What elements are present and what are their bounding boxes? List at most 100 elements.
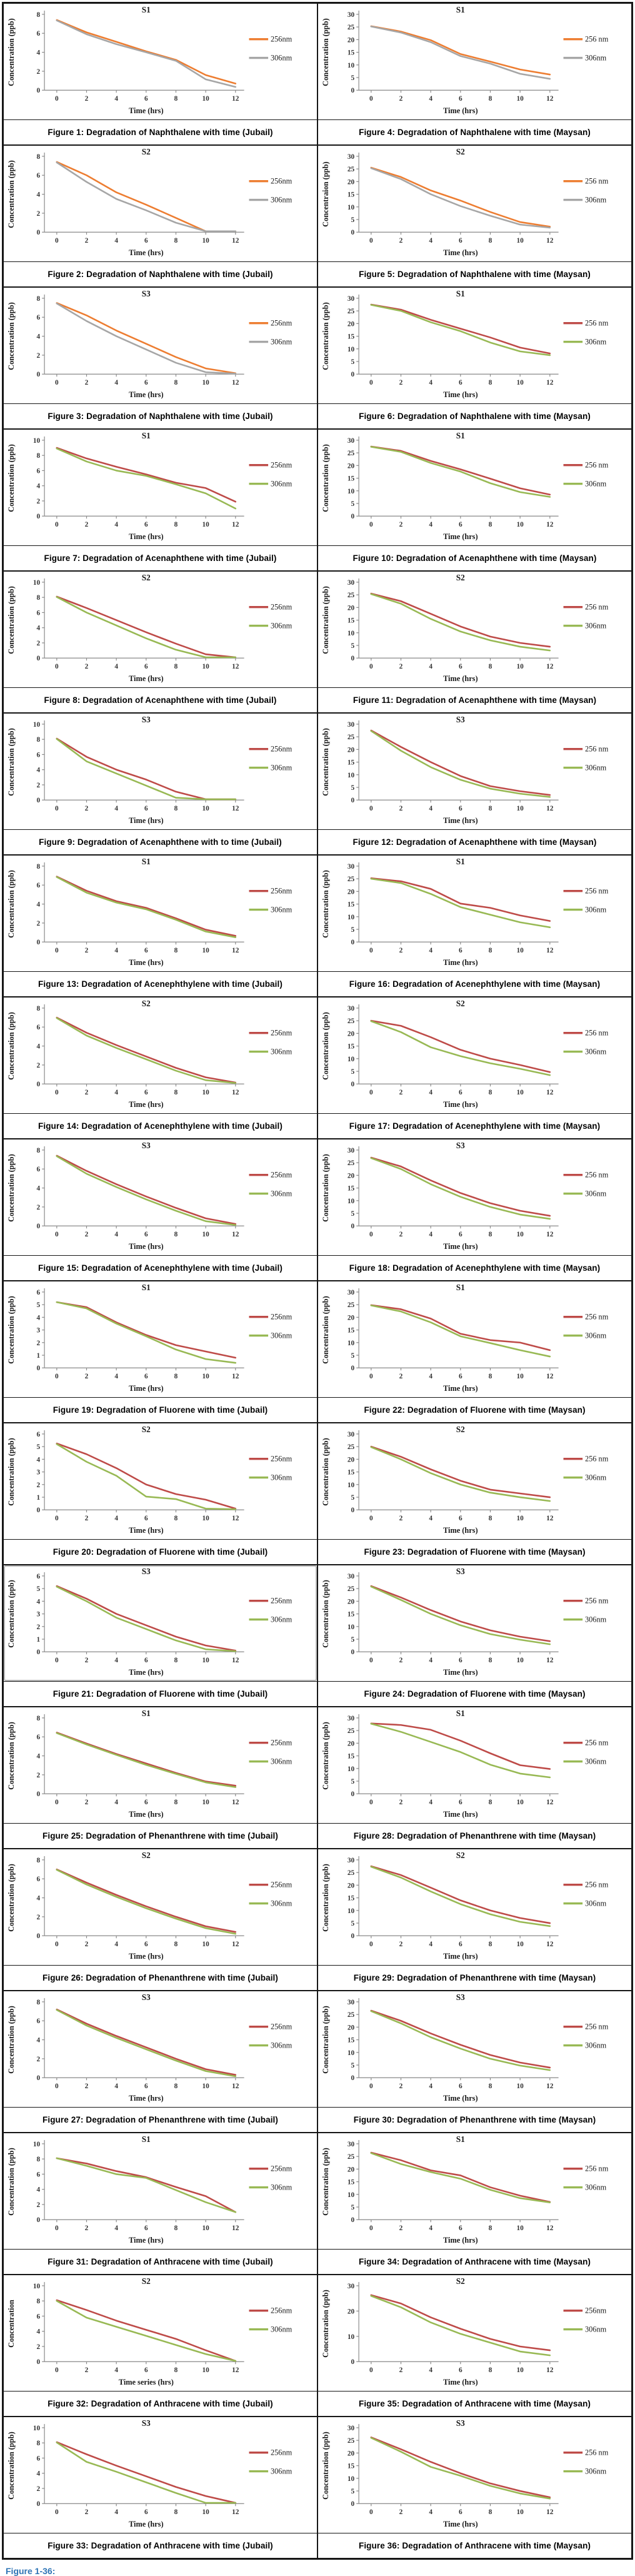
y-tick-label: 2: [37, 2343, 41, 2351]
figure-31-chart: 0 2 4 6 8 10 0 2 4 6 8 10 12 S1 Time (hrs) Concentratio…: [4, 2133, 317, 2249]
x-tick-label: 6: [459, 1089, 462, 1096]
line-chart: 0 5 10 15 20 25 30 0 2 4 6 8 10 12 S1 Time (hrs) Concent…: [321, 2134, 609, 2245]
x-tick-label: 2: [85, 379, 89, 386]
series-line-306nm: [56, 2009, 237, 2078]
x-tick-label: 6: [144, 1941, 148, 1948]
figure-28-caption: Figure 28: Degradation of Phenanthrene w…: [318, 1823, 631, 1848]
y-axis-label: Concentration (ppb): [7, 870, 16, 938]
legend-label: 306nm: [585, 2183, 607, 2191]
y-axis-label: Concentration (ppb): [7, 2148, 16, 2216]
legend-label: 256nm: [271, 1739, 292, 1747]
series-line-306nm: [56, 447, 237, 510]
x-tick-label: 10: [202, 1231, 209, 1238]
figure-35-chart: 0 10 20 30 0 2 4 6 8 10 12 S2 Time (hrs) Concentratio…: [318, 2275, 631, 2391]
x-tick-label: 0: [369, 947, 373, 954]
x-tick-label: 10: [202, 2083, 209, 2090]
legend-label: 256nm: [271, 1029, 292, 1038]
x-tick-label: 0: [55, 95, 59, 103]
series-line-256nm: [370, 1156, 551, 1217]
x-tick-label: 12: [546, 1231, 554, 1238]
legend-label: 256 nm: [585, 603, 609, 612]
x-tick-label: 2: [85, 805, 89, 812]
x-tick-label: 0: [369, 521, 373, 528]
legend-label: 256nm: [271, 2023, 292, 2031]
y-tick-label: 0: [351, 1365, 355, 1372]
x-tick-label: 8: [174, 1089, 178, 1096]
y-axis-label: Concentration (ppb): [7, 160, 16, 228]
figure-36-caption: Figure 36: Degradation of Anthracene wit…: [318, 2533, 631, 2558]
series-line-306nm: [370, 730, 551, 798]
x-tick-label: 2: [399, 1231, 403, 1238]
y-tick-label: 10: [348, 2191, 355, 2199]
x-tick-label: 6: [144, 2083, 148, 2090]
y-tick-label: 0: [351, 797, 355, 804]
legend-label: 256 nm: [585, 2023, 609, 2031]
figure-10-caption: Figure 10: Degradation of Acenaphthene w…: [318, 545, 631, 570]
x-tick-label: 2: [85, 237, 89, 245]
figure-31-cell: 0 2 4 6 8 10 0 2 4 6 8 10 12 S1 Time (hrs) Concentratio…: [3, 2133, 318, 2275]
y-tick-label: 10: [348, 488, 355, 495]
chart-title: S2: [142, 999, 151, 1008]
chart-title: S1: [456, 431, 465, 440]
x-tick-label: 6: [459, 2508, 462, 2516]
y-axis-label: Concentration (ppb): [321, 1864, 330, 1932]
x-axis-label: Time (hrs): [443, 2378, 478, 2387]
y-tick-label: 3: [37, 1327, 41, 1335]
series-line-306nm: [370, 2152, 551, 2203]
line-chart: 0 2 4 6 8 10 0 2 4 6 8 10 12 S1 Time (hrs) Concentratio…: [7, 431, 292, 541]
x-tick-label: 10: [516, 1089, 524, 1096]
legend-label: 306nm: [585, 1331, 607, 1340]
x-axis-label: Time (hrs): [443, 674, 478, 683]
y-axis-label: Concentration (ppb): [7, 728, 16, 796]
chart-title: S3: [142, 289, 151, 298]
legend-label: 256nm: [271, 2164, 292, 2173]
figure-13-caption: Figure 13: Degradation of Acenephthylene…: [4, 971, 317, 996]
figure-7-chart: 0 2 4 6 8 10 0 2 4 6 8 10 12 S1 Time (hrs) Concentratio…: [4, 430, 317, 545]
y-tick-label: 2: [37, 1624, 41, 1631]
y-tick-label: 25: [348, 450, 355, 457]
y-tick-label: 8: [37, 153, 41, 161]
figure-19-cell: 0 1 2 3 4 5 6 0 2 4 6 8 10 12 S1 Time (hrs) Concentratio…: [3, 1281, 318, 1423]
y-tick-label: 6: [37, 1431, 41, 1438]
x-tick-label: 12: [546, 947, 554, 954]
x-tick-label: 0: [369, 95, 373, 103]
y-tick-label: 25: [348, 1301, 355, 1309]
line-chart: 0 2 4 6 8 0 2 4 6 8 10 12 S1 Time (hrs) Concentration …: [7, 5, 292, 115]
legend-label: 306nm: [585, 1615, 607, 1624]
y-axis-label: Concentration: [7, 2300, 16, 2348]
x-tick-label: 4: [429, 95, 432, 103]
x-axis-label: Time (hrs): [129, 390, 163, 399]
legend-label: 306nm: [271, 2325, 292, 2333]
figure-20-chart: 0 1 2 3 4 5 6 0 2 4 6 8 10 12 S2 Time (hrs) Concentratio…: [4, 1423, 317, 1539]
x-tick-label: 4: [114, 95, 118, 103]
figure-2-cell: 0 2 4 6 8 0 2 4 6 8 10 12 S2 Time (hrs) Concentration …: [3, 145, 318, 287]
x-tick-label: 4: [429, 237, 432, 245]
figure-20-cell: 0 1 2 3 4 5 6 0 2 4 6 8 10 12 S2 Time (hrs) Concentratio…: [3, 1423, 318, 1565]
figure-7-cell: 0 2 4 6 8 10 0 2 4 6 8 10 12 S1 Time (hrs) Concentratio…: [3, 429, 318, 571]
figure-26-cell: 0 2 4 6 8 0 2 4 6 8 10 12 S2 Time (hrs) Concentration …: [3, 1849, 318, 1991]
x-tick-label: 10: [516, 2508, 524, 2516]
y-tick-label: 8: [37, 2156, 41, 2163]
y-tick-label: 10: [33, 2141, 41, 2148]
y-tick-label: 1: [37, 1636, 41, 1644]
y-tick-label: 30: [348, 2283, 355, 2290]
line-chart: 0 2 4 6 8 0 2 4 6 8 10 12 S2 Time (hrs) Concentration …: [7, 147, 292, 257]
x-tick-label: 12: [232, 2225, 239, 2232]
figure-7-caption: Figure 7: Degradation of Acenaphthene wi…: [4, 545, 317, 570]
y-axis-label: Concentration (ppb): [321, 1438, 330, 1506]
x-tick-label: 10: [516, 663, 524, 670]
x-tick-label: 2: [399, 1373, 403, 1380]
y-tick-label: 2: [37, 920, 41, 927]
x-tick-label: 10: [516, 521, 524, 528]
y-tick-label: 20: [348, 746, 355, 754]
x-tick-label: 8: [174, 1231, 178, 1238]
legend-label: 306nm: [271, 1615, 292, 1624]
figure-19-chart: 0 1 2 3 4 5 6 0 2 4 6 8 10 12 S1 Time (hrs) Concentratio…: [4, 1281, 317, 1397]
line-chart: 0 2 4 6 8 10 0 2 4 6 8 10 12 S1 Time (hrs) Concentratio…: [7, 2134, 292, 2245]
x-tick-label: 8: [489, 1515, 492, 1522]
legend-label: 306nm: [271, 1189, 292, 1198]
legend-label: 306nm: [271, 763, 292, 772]
y-tick-label: 5: [351, 1778, 355, 1786]
figure-1-chart: 0 2 4 6 8 0 2 4 6 8 10 12 S1 Time (hrs) Concentration …: [4, 4, 317, 119]
y-tick-label: 4: [37, 1895, 41, 1902]
